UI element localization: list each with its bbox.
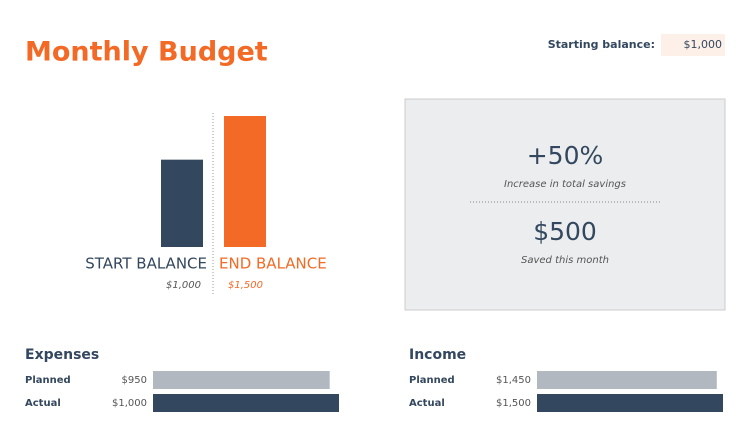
saved-value: $500 <box>533 217 597 246</box>
row-label: Planned <box>409 375 455 386</box>
section-title: Income <box>409 347 466 363</box>
balance-bar <box>161 159 203 247</box>
balance-value: $1,500 <box>228 280 263 291</box>
row-label: Actual <box>25 398 61 409</box>
balance-label: START BALANCE <box>85 255 207 273</box>
summary-box <box>404 98 726 311</box>
row-value: $950 <box>122 375 147 386</box>
row-label: Actual <box>409 398 445 409</box>
saved-label: Saved this month <box>521 255 609 266</box>
starting-balance-label: Starting balance: <box>548 38 655 51</box>
balance-bar <box>224 116 266 247</box>
row-label: Planned <box>25 375 71 386</box>
title: Monthly Budget <box>25 37 268 68</box>
section-title: Expenses <box>25 347 99 363</box>
row-bar <box>537 394 723 412</box>
starting-balance-value: $1,000 <box>684 38 723 51</box>
row-bar <box>153 371 330 389</box>
balance-label: END BALANCE <box>219 255 327 273</box>
balance-value: $1,000 <box>166 280 201 291</box>
row-bar <box>537 371 717 389</box>
row-value: $1,500 <box>496 398 531 409</box>
increase-label: Increase in total savings <box>504 179 626 190</box>
row-value: $1,450 <box>496 375 531 386</box>
row-bar <box>153 394 339 412</box>
increase-value: +50% <box>527 141 604 170</box>
starting-balance-cell[interactable] <box>661 34 725 56</box>
row-value: $1,000 <box>112 398 147 409</box>
